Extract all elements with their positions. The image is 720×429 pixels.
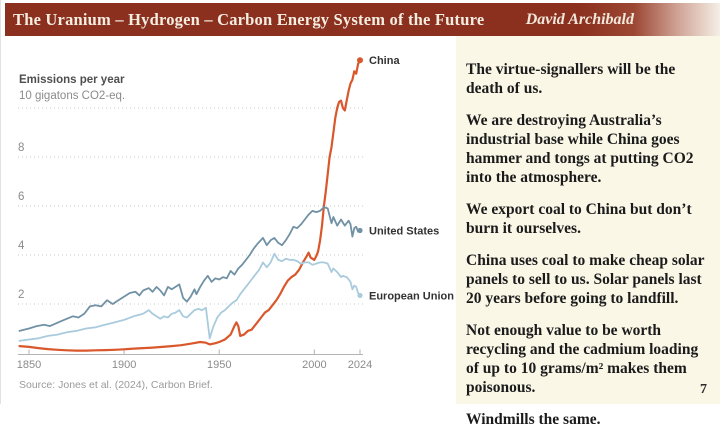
series-line-european-union — [18, 252, 361, 342]
y-tick-label-8: 8 — [18, 142, 24, 154]
y-tick-label-2: 2 — [18, 289, 24, 301]
series-label-china: China — [369, 55, 400, 67]
x-tick-label-2024: 2024 — [348, 359, 372, 371]
commentary-paragraph: China uses coal to make cheap solar pane… — [466, 252, 705, 307]
commentary-paragraph: We are destroying Australia’s industrial… — [466, 112, 694, 186]
commentary-paragraph: We export coal to China but don’t burn i… — [466, 201, 692, 237]
series-label-european-union: European Union — [369, 290, 454, 302]
commentary-paragraph: Windmills the same. — [466, 411, 601, 428]
commentary-panel: The virtue-signallers will be the death … — [456, 36, 720, 428]
series-line-united-states — [18, 206, 361, 332]
header-bar: The Uranium – Hydrogen – Carbon Energy S… — [5, 3, 720, 36]
y-tick-label-4: 4 — [18, 240, 25, 252]
series-line-china — [18, 59, 362, 352]
x-tick-label-1950: 1950 — [207, 359, 231, 371]
author-name: David Archibald — [525, 10, 634, 28]
emissions-line-chart: 2 4 6 8 1850 1900 1950 2000 2024 China United Stat… — [17, 55, 454, 371]
chart-region: 2 4 6 8 1850 1900 1950 2000 2024 China United Stat… — [1, 36, 456, 404]
chart-title: Emissions per year — [19, 74, 125, 86]
page-number: 7 — [700, 382, 707, 397]
series-end-dot-united-states — [357, 227, 363, 234]
source-note: Source: Jones et al. (2024), Carbon Brie… — [19, 379, 213, 391]
x-tick-label-2000: 2000 — [302, 359, 326, 371]
series-end-dot-china — [357, 57, 363, 64]
chart-unit-label: 10 gigatons CO2-eq. — [19, 90, 126, 102]
x-tick-label-1850: 1850 — [17, 359, 41, 371]
x-tick-label-1900: 1900 — [112, 359, 136, 371]
series-end-dot-european-union — [357, 292, 363, 299]
slide-title: The Uranium – Hydrogen – Carbon Energy S… — [13, 9, 485, 29]
commentary-paragraph: Not enough value to be worth recycling a… — [466, 322, 699, 396]
y-tick-label-6: 6 — [18, 191, 24, 203]
series-label-united-states: United States — [369, 226, 439, 238]
commentary-paragraph: The virtue-signallers will be the death … — [466, 61, 676, 97]
